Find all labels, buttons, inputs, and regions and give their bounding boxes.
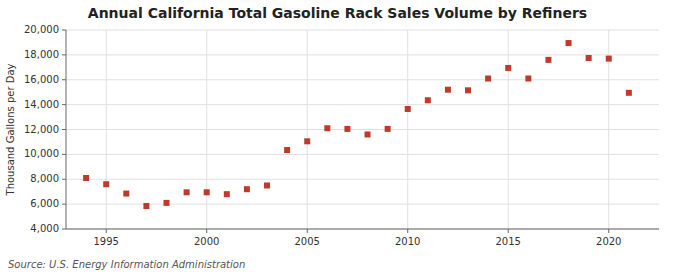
point xyxy=(83,175,89,181)
grid-line-y xyxy=(66,54,659,55)
y-tick-label: 18,000 xyxy=(24,49,59,60)
x-tick-label: 2010 xyxy=(395,236,420,247)
x-tick xyxy=(508,229,509,233)
y-tick xyxy=(62,129,66,130)
point xyxy=(244,186,250,192)
y-tick-label: 8,000 xyxy=(30,173,59,184)
point xyxy=(465,87,471,93)
title: Annual California Total Gasoline Rack Sa… xyxy=(88,5,587,21)
point xyxy=(505,65,511,71)
grid-line-x xyxy=(106,30,107,229)
x-tick-label: 2000 xyxy=(194,236,219,247)
point xyxy=(545,57,551,63)
y-tick xyxy=(62,179,66,180)
points xyxy=(83,40,632,209)
y-tick xyxy=(62,204,66,205)
point xyxy=(586,55,592,61)
y-tick xyxy=(62,154,66,155)
y-tick xyxy=(62,54,66,55)
grid-line-y xyxy=(66,229,659,230)
y-tick xyxy=(62,229,66,230)
y-tick-label: 14,000 xyxy=(24,99,59,110)
y-tick xyxy=(62,79,66,80)
x-tick xyxy=(407,229,408,233)
grid-line-x xyxy=(407,30,408,229)
grid-line-y xyxy=(66,204,659,205)
grid-line-y xyxy=(66,129,659,130)
x-tick-label: 1995 xyxy=(93,236,118,247)
y-tick-label: 10,000 xyxy=(24,148,59,159)
x-tick-label: 2020 xyxy=(596,236,621,247)
x-axis-line xyxy=(66,229,659,230)
point xyxy=(184,189,190,195)
grid-line-x xyxy=(508,30,509,229)
y-tick-label: 4,000 xyxy=(30,223,59,234)
y-tick-label: 6,000 xyxy=(30,198,59,209)
source-note: Source: U.S. Energy Information Administ… xyxy=(8,259,245,270)
grid-line-y xyxy=(66,179,659,180)
y-axis-label: Thousand Gallons per Day xyxy=(5,63,16,196)
x-tick-label: 2015 xyxy=(496,236,521,247)
point xyxy=(304,138,310,144)
grid-line-x xyxy=(307,30,308,229)
point xyxy=(164,200,170,206)
y-tick xyxy=(62,104,66,105)
y-tick-label: 12,000 xyxy=(24,124,59,135)
x-tick xyxy=(307,229,308,233)
axes: 4,000 6,000 8,000 10,000 12,000 14,000 16,000 1… xyxy=(24,24,659,247)
x-tick xyxy=(608,229,609,233)
point xyxy=(445,87,451,93)
point xyxy=(606,56,612,62)
point xyxy=(204,189,210,195)
grid-line-y xyxy=(66,79,659,80)
grid-line-x xyxy=(206,30,207,229)
point xyxy=(405,106,411,112)
point xyxy=(324,125,330,131)
grid-line-y xyxy=(66,30,659,31)
y-tick-label: 20,000 xyxy=(24,24,59,35)
x-tick xyxy=(206,229,207,233)
point xyxy=(284,147,290,153)
point xyxy=(103,181,109,187)
point xyxy=(485,76,491,82)
point xyxy=(264,182,270,188)
grid xyxy=(66,30,659,229)
x-tick xyxy=(106,229,107,233)
point xyxy=(566,40,572,46)
point xyxy=(365,131,371,137)
point xyxy=(143,203,149,209)
y-tick xyxy=(62,30,66,31)
y-tick-label: 16,000 xyxy=(24,74,59,85)
grid-line-y xyxy=(66,154,659,155)
grid-line-y xyxy=(66,104,659,105)
point xyxy=(425,97,431,103)
chart: 4,000 6,000 8,000 10,000 12,000 14,000 16,000 1… xyxy=(0,0,675,275)
point xyxy=(344,126,350,132)
point xyxy=(123,191,129,197)
point xyxy=(385,126,391,132)
point xyxy=(525,76,531,82)
x-tick-label: 2005 xyxy=(294,236,319,247)
point xyxy=(224,191,230,197)
point xyxy=(626,90,632,96)
